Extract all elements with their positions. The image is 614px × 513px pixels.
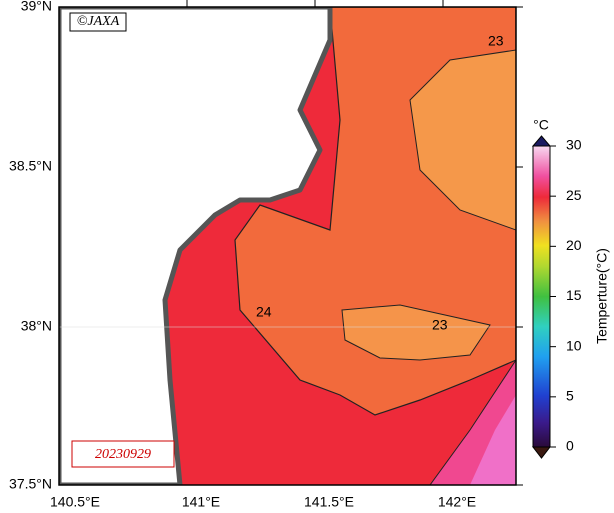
sea-light	[409, 49, 516, 231]
sst-field	[59, 7, 516, 485]
lon-label: 142°E	[438, 494, 476, 510]
colorbar-ticks: 0 5 10 15 20 25 30	[550, 137, 582, 454]
lon-label: 140.5°E	[50, 494, 100, 510]
land	[59, 7, 333, 485]
contour-label: 24	[256, 304, 272, 320]
colorbar	[532, 145, 551, 448]
colorbar-top	[531, 135, 552, 147]
contour-label: 23	[432, 317, 448, 333]
lat-label: 39°N	[21, 0, 52, 14]
colorbar-tick-label: 15	[566, 287, 582, 303]
colorbar-unit: °C	[533, 117, 549, 133]
date-box	[71, 440, 175, 468]
lon-label: 141.5°E	[304, 494, 354, 510]
contour-label: 23	[488, 33, 504, 49]
axes: 39°N 38.5°N 38°N 37.5°N 140.5°E 141°E 141.5°E 1…	[9, 0, 523, 510]
colorbar-tick-label: 25	[566, 187, 582, 203]
lat-label: 38.5°N	[9, 158, 52, 174]
colorbar-tick-label: 30	[566, 137, 582, 153]
lat-label: 37.5°N	[9, 476, 52, 492]
sea-patch	[341, 304, 491, 361]
map-frame	[58, 6, 517, 486]
credit: ©JAXA	[77, 14, 120, 29]
credit-box	[69, 12, 127, 32]
lon-label: 141°E	[182, 494, 220, 510]
sea-pink-light	[470, 395, 516, 485]
colorbar-title: Temperture(°C)	[594, 248, 610, 344]
colorbar-bottom	[531, 446, 552, 459]
colorbar-tick-label: 0	[566, 438, 574, 454]
colorbar-tick-label: 5	[566, 388, 574, 404]
lat-label: 38°N	[21, 318, 52, 334]
colorbar-tick-label: 20	[566, 237, 582, 253]
colorbar-tick-label: 10	[566, 337, 582, 353]
date: 20230929	[95, 447, 151, 462]
